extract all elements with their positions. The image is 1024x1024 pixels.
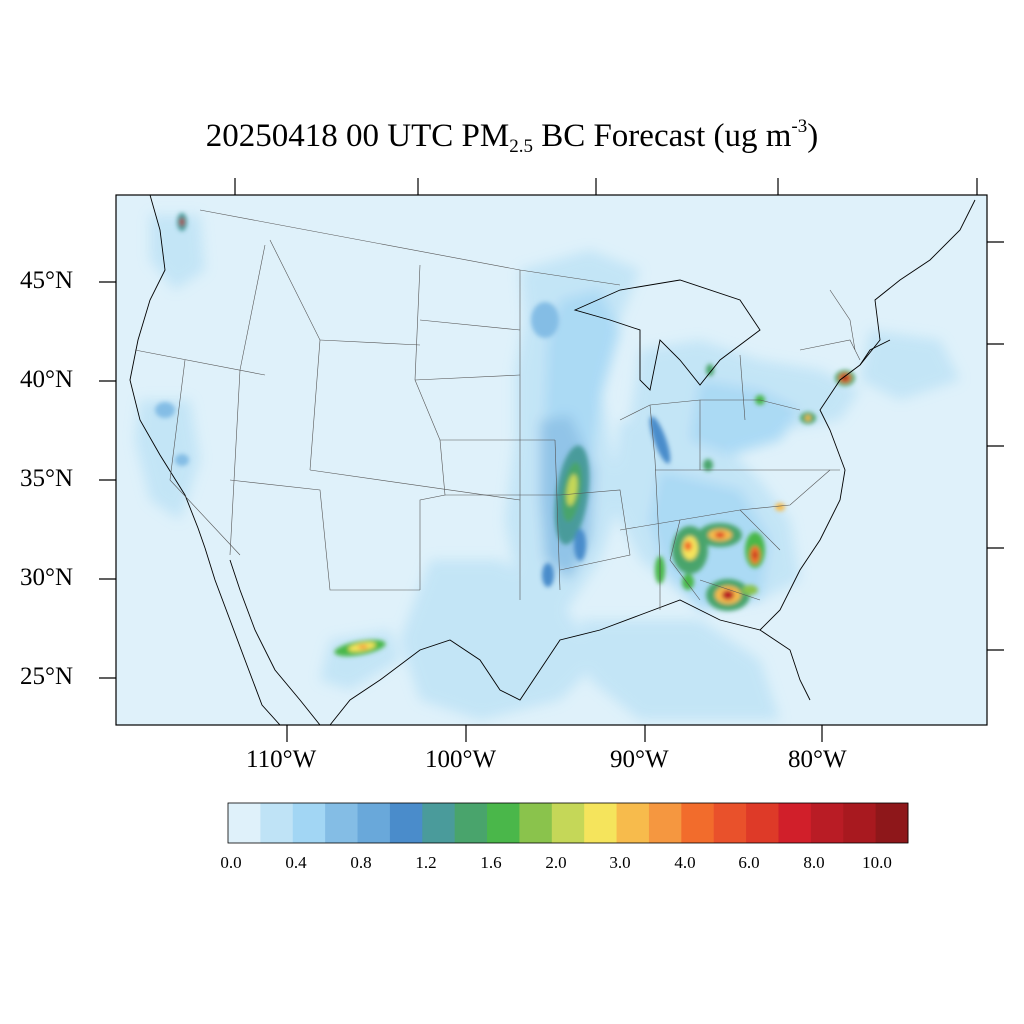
colorbar-swatch <box>713 803 747 843</box>
colorbar-label-6: 3.0 <box>609 853 631 872</box>
lon-label-80w: 80°W <box>788 746 847 773</box>
colorbar-frame <box>227 802 909 844</box>
colorbar-label-1: 0.4 <box>285 853 307 872</box>
lon-label-100w: 100°W <box>425 746 497 773</box>
colorbar-label-4: 1.6 <box>480 853 502 872</box>
axis-ticks <box>99 178 1004 742</box>
colorbar-swatch <box>616 803 650 843</box>
colorbar-label-10: 10.0 <box>862 853 892 872</box>
colorbar-label-7: 4.0 <box>674 853 696 872</box>
lat-label-45n: 45°N <box>20 267 74 294</box>
concentration-field-high <box>155 213 855 657</box>
colorbar-label-9: 8.0 <box>803 853 825 872</box>
colorbar-swatch <box>422 803 456 843</box>
colorbar-swatch <box>778 803 812 843</box>
map-title: 20250418 00 UTC PM2.5 BC Forecast (ug m-… <box>0 116 1024 157</box>
colorbar-swatch <box>746 803 779 843</box>
map-frame <box>115 194 988 726</box>
colorbar-swatch <box>260 803 294 843</box>
colorbar-swatch <box>681 803 715 843</box>
title-superscript: -3 <box>791 116 808 137</box>
colorbar-swatch <box>875 803 909 843</box>
colorbar-swatch <box>648 803 682 843</box>
lat-label-30n: 30°N <box>20 564 74 591</box>
colorbar-label-2: 0.8 <box>350 853 372 872</box>
lon-label-110w: 110°W <box>246 746 317 773</box>
state-boundaries <box>134 209 861 610</box>
title-text-close: ) <box>807 118 819 154</box>
title-subscript: 2.5 <box>509 136 533 157</box>
colorbar-swatches <box>228 803 909 843</box>
coastlines-and-borders <box>129 195 976 725</box>
colorbar-swatch <box>454 803 488 843</box>
concentration-field-low <box>135 215 960 720</box>
colorbar-label-5: 2.0 <box>545 853 567 872</box>
lon-label-90w: 90°W <box>610 746 669 773</box>
colorbar-swatch <box>487 803 520 843</box>
title-text-units: BC Forecast (ug m <box>532 118 792 154</box>
colorbar-swatch <box>519 803 553 843</box>
lat-label-40n: 40°N <box>20 366 74 393</box>
colorbar-swatch <box>228 803 261 843</box>
colorbar-swatch <box>551 803 585 843</box>
colorbar-swatch <box>810 803 844 843</box>
colorbar-swatch <box>843 803 877 843</box>
lat-label-35n: 35°N <box>20 465 74 492</box>
colorbar-swatch <box>292 803 326 843</box>
lat-label-25n: 25°N <box>20 663 74 690</box>
title-text-pm: 20250418 00 UTC PM <box>205 118 510 154</box>
colorbar-swatch <box>389 803 423 843</box>
colorbar-swatch <box>584 803 618 843</box>
colorbar-label-8: 6.0 <box>738 853 760 872</box>
colorbar-label-3: 1.2 <box>415 853 437 872</box>
colorbar-label-0: 0.0 <box>220 853 242 872</box>
colorbar-swatch <box>325 803 359 843</box>
colorbar-swatch <box>357 803 391 843</box>
